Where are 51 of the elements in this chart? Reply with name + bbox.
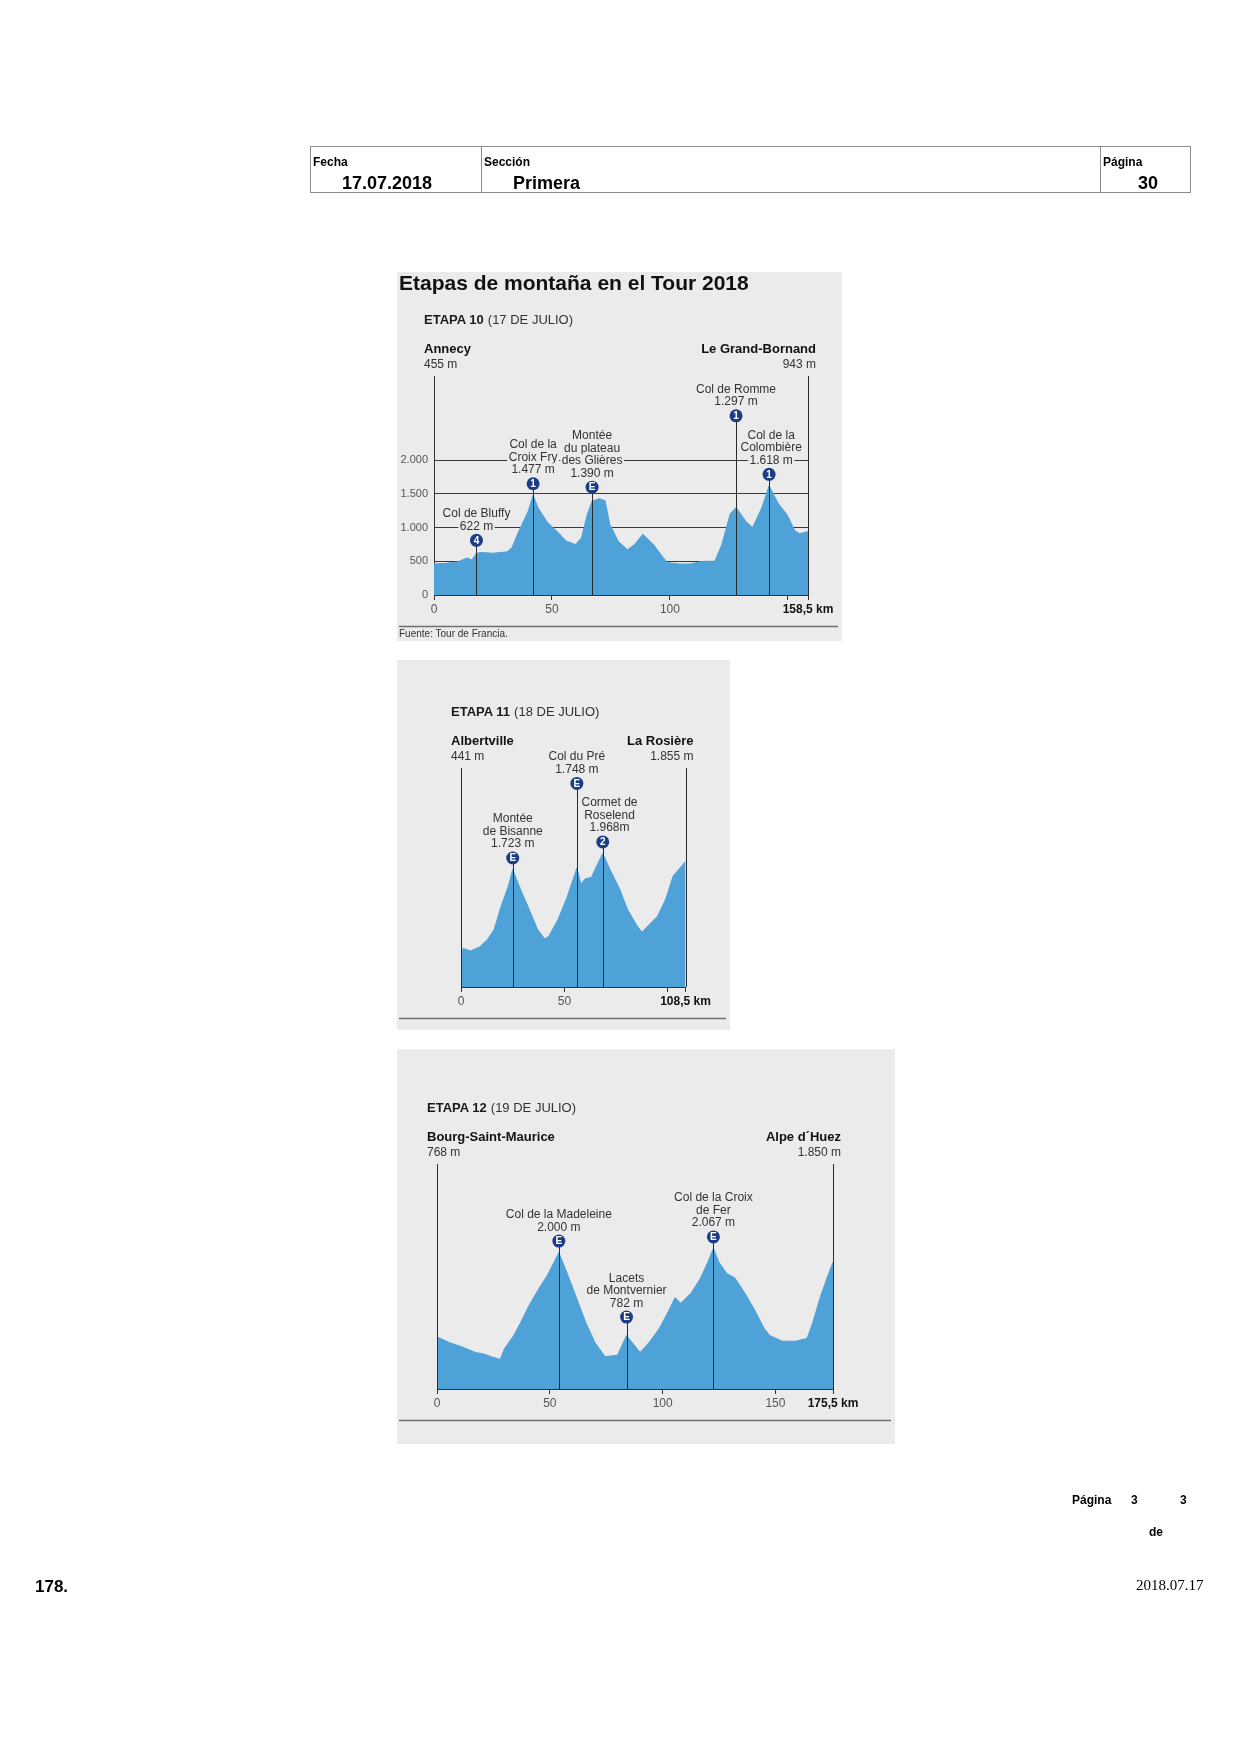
y-tick-label: 500 [409, 554, 428, 567]
x-tick-label: 100 [652, 1395, 673, 1410]
text: La Rosière 1.855 m [627, 733, 694, 763]
ref-line-label: Col du Pré 1.748 m E [548, 749, 606, 789]
chart-title: Etapas de montaña en el Tour 2018 [399, 271, 750, 294]
text: 3 [1180, 1493, 1187, 1507]
ref-line-label: Montée du plateau des Glières 1.390 m E [561, 428, 623, 493]
text: Página [1103, 155, 1143, 169]
x-tick-label: 100 [659, 601, 681, 616]
ref-line-label: Col de la Croix de Fer 2.067 m E [674, 1190, 753, 1243]
source-note: Fuente: Tour de Francia. [399, 628, 508, 639]
ref-line-label: Col de la Madeleine 2.000 m E [505, 1207, 613, 1247]
chart-subtitle: ETAPA 12 (19 DE JULIO) [427, 1100, 577, 1115]
chart-subtitle: ETAPA 11 (18 DE JULIO) [451, 704, 600, 719]
text: 178. [35, 1577, 69, 1597]
text: Bourg-Saint-Maurice 768 m [427, 1129, 555, 1159]
text: Le Grand-Bornand 943 m [701, 341, 817, 371]
y-tick-label: 2.000 [400, 453, 428, 466]
y-tick-label: 0 [421, 588, 428, 601]
text: 3 [1131, 1493, 1138, 1507]
y-tick-label: 1.500 [400, 486, 428, 499]
ref-line-label: Col de la Colombière 1.618 m 1 [740, 427, 803, 480]
x-tick-label: 0 [430, 601, 438, 616]
x-tick-label: 108,5 km [660, 993, 711, 1008]
x-tick-label: 50 [557, 993, 572, 1008]
text: Albertville 441 m [451, 733, 514, 763]
x-tick-label: 0 [433, 1395, 441, 1410]
x-tick-label: 150 [765, 1395, 786, 1410]
text: Sección [484, 155, 531, 169]
ref-line-label: Col de Romme 1.297 m 1 [696, 381, 777, 422]
text: Página [1072, 1493, 1112, 1507]
ref-line-label: Col de la Croix Fry 1.477 m 1 [508, 437, 558, 490]
y-tick-label: 1.000 [400, 520, 428, 533]
text: Primera [513, 173, 581, 194]
text: 17.07.2018 [342, 173, 433, 194]
x-tick-label: 50 [545, 601, 559, 616]
ref-line-label: Col de Bluffy 622 m 4 [442, 506, 511, 546]
text: Annecy 455 m [424, 341, 472, 371]
ref-line-label: Lacets de Montvernier 782 m E [586, 1270, 667, 1323]
text: 30 [1138, 173, 1159, 194]
text: 2018.07.17 [1136, 1577, 1204, 1594]
text: de [1149, 1525, 1164, 1539]
text: Fecha [313, 155, 348, 169]
x-tick-label: 175,5 km [807, 1395, 859, 1410]
x-tick-label: 158,5 km [782, 601, 834, 616]
ref-line-label: Cormet de Roselend 1.968m 2 [581, 795, 638, 848]
ref-line-label: Montée de Bisanne 1.723 m E [482, 811, 544, 864]
x-tick-label: 0 [457, 993, 465, 1008]
x-tick-label: 50 [543, 1395, 557, 1410]
text: Alpe d´Huez 1.850 m [765, 1129, 842, 1159]
chart-subtitle: ETAPA 10 (17 DE JULIO) [424, 312, 574, 327]
